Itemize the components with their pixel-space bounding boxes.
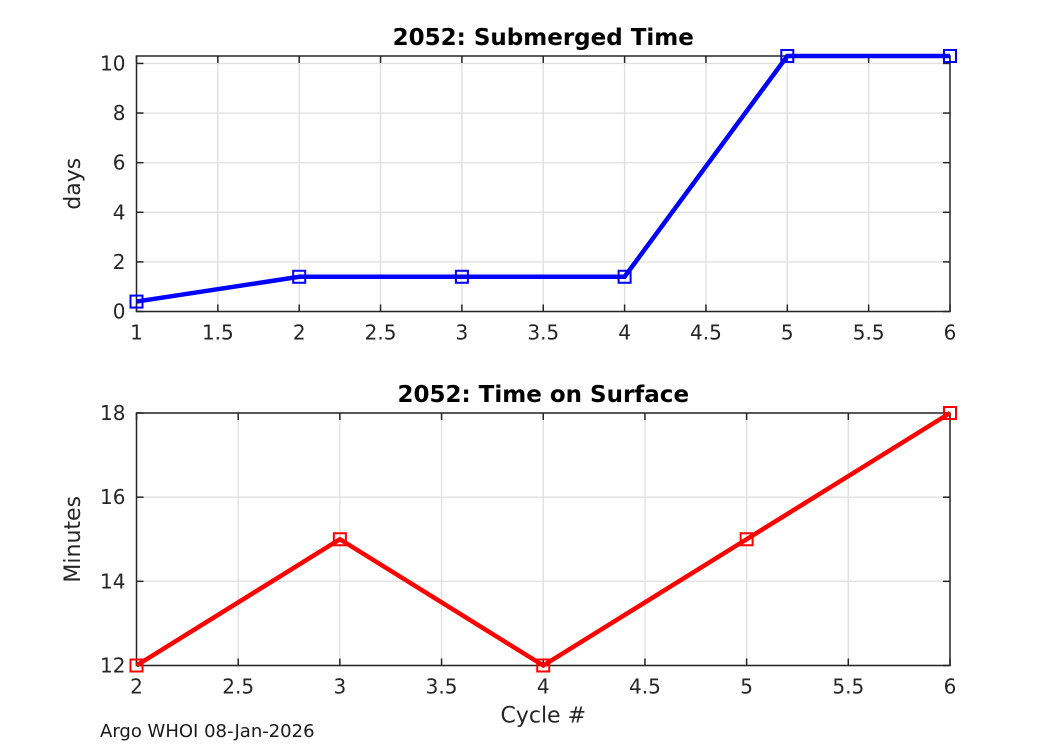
y-tick-label: 10 [100,51,125,75]
y-tick-label: 2 [113,250,126,274]
y-tick-label: 0 [113,300,126,324]
data-marker [780,49,795,63]
data-marker [129,294,144,309]
y-axis-label: days [61,158,86,210]
x-tick-label: 5 [740,675,753,699]
x-tick-label: 2.5 [365,321,397,345]
data-line [135,411,952,669]
chart-title: 2052: Time on Surface [397,382,689,408]
x-tick-label: 3.5 [527,321,559,345]
y-tick-label: 8 [113,101,126,125]
data-marker [292,269,307,284]
data-marker [129,658,144,673]
y-axis-label: Minutes [61,496,86,583]
data-marker [332,532,347,547]
x-tick-label: 3.5 [426,675,458,699]
data-marker [617,269,632,284]
x-tick-label: 2 [293,321,306,345]
data-marker [454,269,469,284]
y-tick-label: 16 [100,485,125,509]
y-tick-label: 14 [100,569,125,593]
x-tick-label: 1.5 [202,321,234,345]
x-tick-label: 4 [537,675,550,699]
data-marker [943,49,957,63]
x-tick-label: 5 [781,321,794,345]
y-tick-label: 18 [100,401,125,425]
data-marker [536,658,551,673]
x-axis-label: Cycle # [500,704,586,729]
x-tick-label: 6 [944,675,957,699]
x-tick-label: 2 [130,675,143,699]
x-tick-label: 3 [456,321,469,345]
y-tick-label: 12 [100,654,125,678]
chart-submerged-time-days: 1 1.5 2 2.5 3 3.5 4 4.5 5 5.5 6 0 2 4 6 8 10 2052: Submer… [61,25,957,345]
x-tick-label: 5.5 [832,675,864,699]
footer-annotation: Argo WHOI 08-Jan-2026 [100,721,315,742]
x-tick-label: 2.5 [222,675,254,699]
chart-time-on-surface-minutes: 2 2.5 3 3.5 4 4.5 5 5.5 6 12 14 16 18 2052: Time on S… [61,382,957,729]
x-tick-label: 1 [130,321,143,345]
x-tick-label: 4 [618,321,631,345]
data-marker [739,532,754,547]
x-tick-label: 4.5 [690,321,722,345]
x-tick-label: 6 [944,321,957,345]
x-tick-label: 5.5 [853,321,885,345]
x-tick-label: 3 [334,675,347,699]
chart-title: 2052: Submerged Time [393,25,694,51]
data-marker [943,406,957,420]
y-tick-label: 6 [113,151,126,175]
data-line [136,53,950,304]
x-tick-label: 4.5 [629,675,661,699]
y-tick-label: 4 [113,200,126,224]
